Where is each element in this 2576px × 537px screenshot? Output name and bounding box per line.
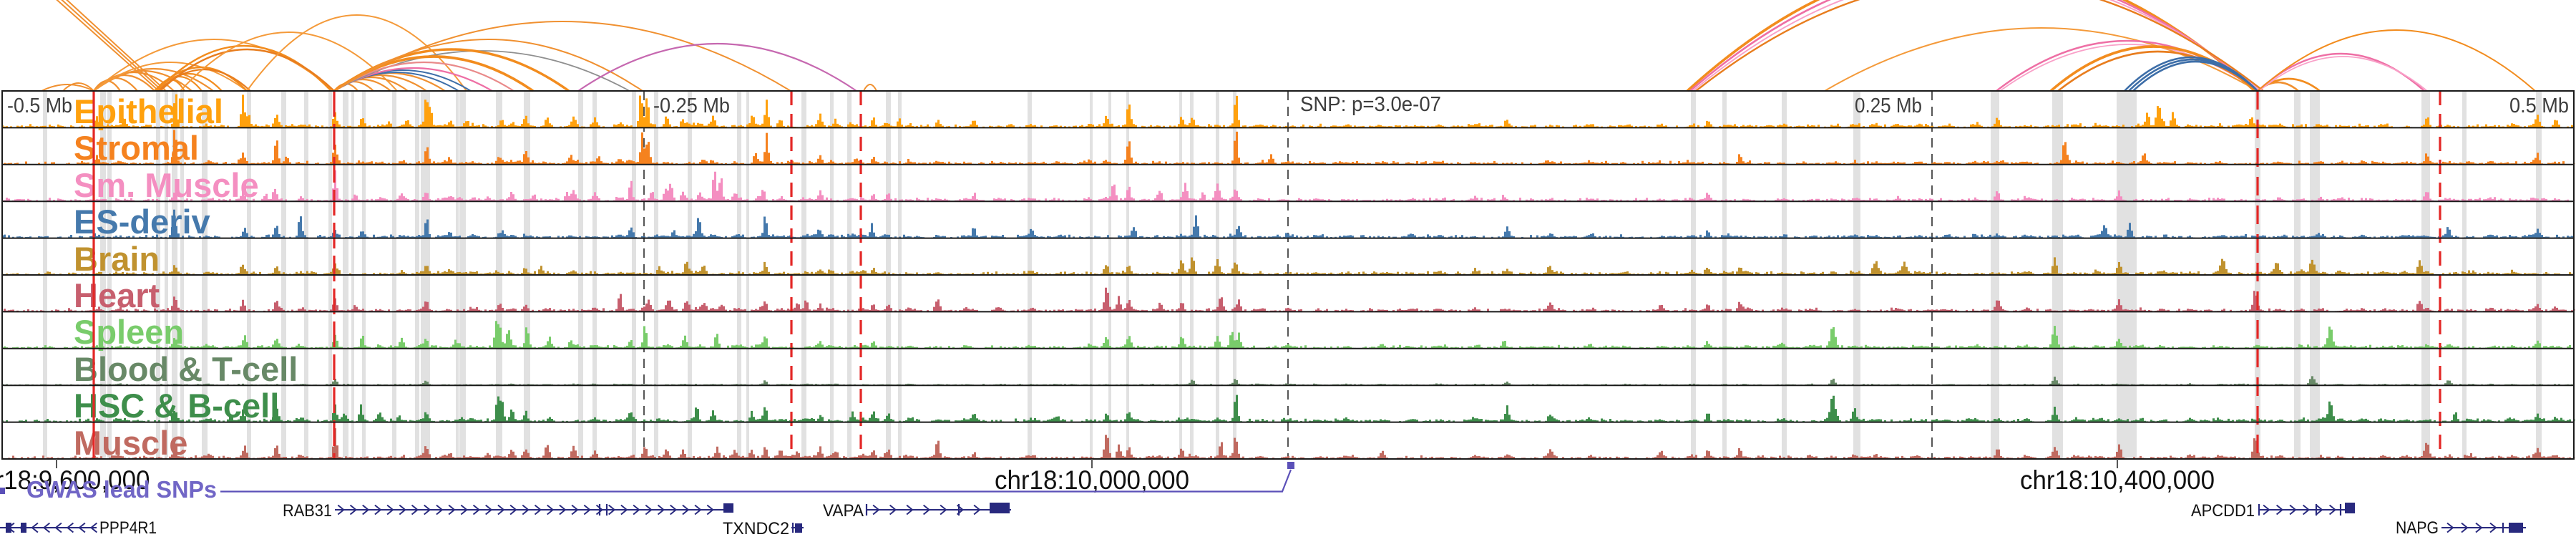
- svg-text:VAPA: VAPA: [823, 501, 864, 521]
- svg-text:chr18:10,400,000: chr18:10,400,000: [2020, 465, 2215, 495]
- svg-text:Spleen: Spleen: [74, 313, 184, 351]
- svg-text:Stromal: Stromal: [74, 129, 199, 167]
- svg-text:GWAS lead SNPs: GWAS lead SNPs: [26, 476, 217, 503]
- svg-text:PPP4R1: PPP4R1: [99, 518, 157, 537]
- svg-text:chr18:10,000,000: chr18:10,000,000: [995, 465, 1189, 495]
- svg-text:0.5 Mb: 0.5 Mb: [2509, 95, 2569, 117]
- svg-text:Heart: Heart: [74, 276, 160, 314]
- svg-text:Muscle: Muscle: [74, 424, 187, 462]
- svg-text:0.25 Mb: 0.25 Mb: [1855, 95, 1922, 117]
- svg-text:SNP: p=3.0e-07: SNP: p=3.0e-07: [1300, 93, 1441, 116]
- svg-text:NAPG: NAPG: [2396, 518, 2439, 537]
- svg-text:chr18:9,600,000: chr18:9,600,000: [0, 465, 150, 495]
- svg-text:Sm. Muscle: Sm. Muscle: [74, 166, 259, 204]
- svg-text:Blood & T-cell: Blood & T-cell: [74, 350, 298, 388]
- svg-text:APCDD1: APCDD1: [2191, 501, 2255, 521]
- svg-text:RAB31: RAB31: [283, 501, 332, 521]
- svg-text:Brain: Brain: [74, 240, 160, 278]
- svg-text:-0.25 Mb: -0.25 Mb: [653, 95, 730, 117]
- svg-text:-0.5 Mb: -0.5 Mb: [7, 95, 72, 117]
- svg-text:ES-deriv: ES-deriv: [74, 203, 210, 241]
- svg-text:TXNDC2: TXNDC2: [723, 519, 789, 537]
